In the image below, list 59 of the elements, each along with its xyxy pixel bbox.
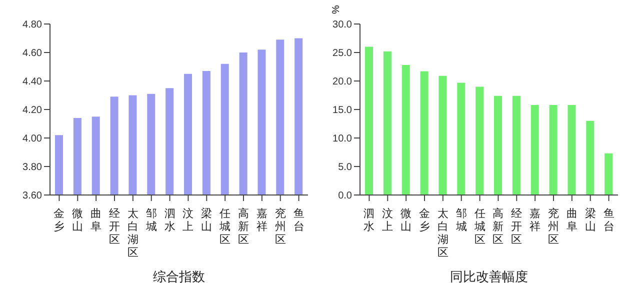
x-tick-label: 经开区 — [511, 207, 522, 246]
bar — [420, 71, 428, 195]
x-tick-label: 高新区 — [238, 207, 249, 246]
y-tick-label: 15.0 — [332, 105, 352, 116]
x-tick-label: 太白湖区 — [127, 207, 138, 259]
x-tick-label: 曲阜 — [566, 207, 578, 233]
x-tick-label: 兖州区 — [274, 207, 286, 246]
x-tick-label: 太白湖区 — [437, 207, 448, 259]
x-tick-label: 汶上 — [182, 207, 194, 233]
bar — [457, 82, 466, 195]
x-tick-label: 泗水 — [364, 207, 375, 233]
x-tick-label: 邹城 — [454, 207, 467, 233]
y-tick-label: 20.0 — [332, 76, 352, 88]
bar — [383, 51, 392, 195]
bar — [402, 65, 410, 195]
x-tick-label: 经开区 — [109, 207, 120, 246]
x-tick-label: 曲阜 — [90, 207, 102, 233]
x-tick-label: 梁山 — [584, 207, 596, 233]
x-tick-label: 金乡 — [419, 207, 430, 233]
x-tick-label: 高新区 — [492, 207, 504, 246]
y-tick-label: 0.0 — [338, 190, 352, 202]
y-tick-label: 10.0 — [332, 134, 352, 145]
y-tick-label: 4.20 — [22, 105, 42, 116]
x-tick-label: 汶上 — [382, 207, 394, 233]
x-tick-label: 梁山 — [201, 207, 212, 233]
x-tick-label: 嘉祥 — [256, 207, 268, 233]
x-axis-title: 综合指数 — [153, 270, 205, 283]
x-tick-label: 金乡 — [54, 207, 65, 233]
bar — [530, 104, 539, 195]
x-tick-label: 任城区 — [218, 207, 231, 246]
y-tick-label: 25.0 — [332, 48, 352, 60]
bar — [476, 86, 484, 195]
y-tick-label: 4.80 — [22, 20, 42, 31]
bar — [604, 153, 613, 195]
x-tick-label: 任城区 — [473, 207, 486, 246]
bar — [365, 46, 373, 195]
y-tick-label: 4.40 — [22, 76, 42, 88]
bar — [494, 96, 502, 195]
bar — [568, 104, 576, 195]
y-tick-label: 4.60 — [22, 48, 42, 60]
bar — [438, 76, 447, 195]
x-tick-label: 鱼台 — [603, 207, 614, 233]
y-tick-label: 3.80 — [22, 162, 42, 174]
x-tick-label: 泗水 — [164, 207, 176, 233]
bar — [586, 120, 594, 195]
y-axis-title: % — [330, 5, 342, 14]
x-axis-title: 同比改善幅度 — [450, 269, 528, 283]
x-tick-label: 鱼台 — [293, 207, 304, 233]
x-tick-label: 兖州区 — [548, 207, 559, 246]
x-tick-label: 邹城 — [144, 207, 157, 233]
x-tick-label: 微山 — [400, 207, 412, 233]
y-tick-label: 3.60 — [22, 190, 42, 202]
x-tick-label: 嘉祥 — [530, 207, 541, 233]
y-tick-label: 5.0 — [338, 162, 352, 174]
y-tick-label: 4.00 — [22, 134, 42, 145]
bar — [549, 104, 558, 195]
bar — [512, 96, 520, 195]
x-tick-label: 微山 — [72, 207, 84, 233]
y-tick-label: 30.0 — [332, 20, 352, 31]
